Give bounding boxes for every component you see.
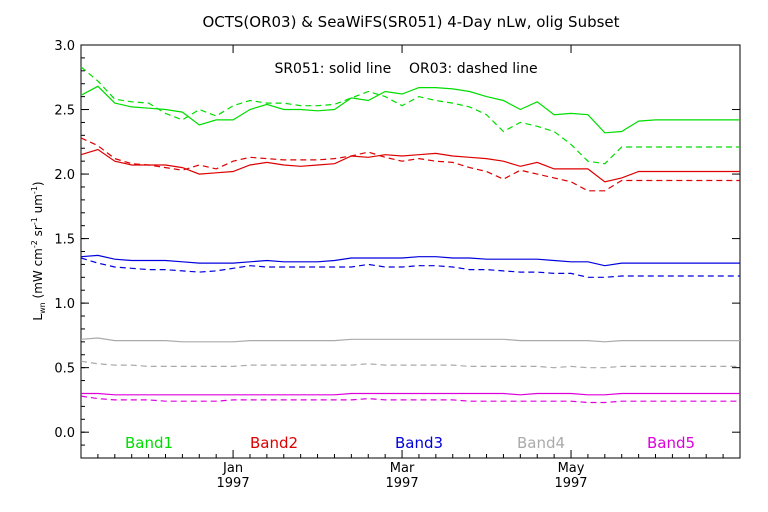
series-line-band3-or03: [80, 257, 740, 278]
series-line-band4-or03: [80, 360, 740, 369]
series-line-band2-or03: [80, 137, 740, 192]
y-tick-label: 0.5: [54, 362, 75, 377]
line-style-note: SR051: solid line OR03: dashed line: [274, 61, 537, 77]
chart-title: OCTS(OR03) & SeaWiFS(SR051) 4-Day nLw, o…: [202, 13, 619, 31]
series-line-band5-sr051: [81, 392, 740, 396]
series-line-band5-or03: [80, 395, 740, 404]
legend-label-band5: Band5: [647, 434, 695, 452]
y-tick-label: 2.0: [54, 168, 75, 183]
series-line-band1-sr051: [80, 85, 740, 134]
x-tick-label-month: May: [558, 461, 585, 476]
series-line-band4-sr051: [80, 337, 740, 343]
legend: Band1 Band2 Band3 Band4 Band5: [125, 434, 695, 452]
y-tick-label: 2.5: [54, 104, 75, 119]
x-tick-label-year: 1997: [386, 476, 419, 491]
x-tick-label-month: Jan: [222, 461, 243, 476]
y-tick-label: 1.0: [54, 297, 75, 312]
x-tick-label-year: 1997: [217, 476, 250, 491]
series-line-band2-sr051: [80, 148, 740, 183]
plot-frame: [80, 44, 741, 459]
legend-label-band4: Band4: [517, 434, 565, 452]
y-tick-label: 0.0: [54, 426, 75, 441]
y-axis: 0.0 0.5 1.0 1.5 2.0 2.5 3.0: [54, 39, 740, 459]
x-tick-label-year: 1997: [554, 476, 587, 491]
y-tick-label: 3.0: [54, 39, 75, 54]
legend-label-band2: Band2: [250, 434, 298, 452]
legend-label-band3: Band3: [395, 434, 443, 452]
y-tick-label: 1.5: [54, 233, 75, 248]
series-line-band1-or03: [80, 66, 740, 165]
y-axis-title: Lwn (mW cm-2 sr-1 um-1): [30, 181, 47, 320]
x-tick-label-month: Mar: [390, 461, 415, 476]
legend-label-band1: Band1: [125, 434, 173, 452]
series-line-band3-sr051: [80, 254, 740, 267]
series-group: [80, 66, 740, 404]
